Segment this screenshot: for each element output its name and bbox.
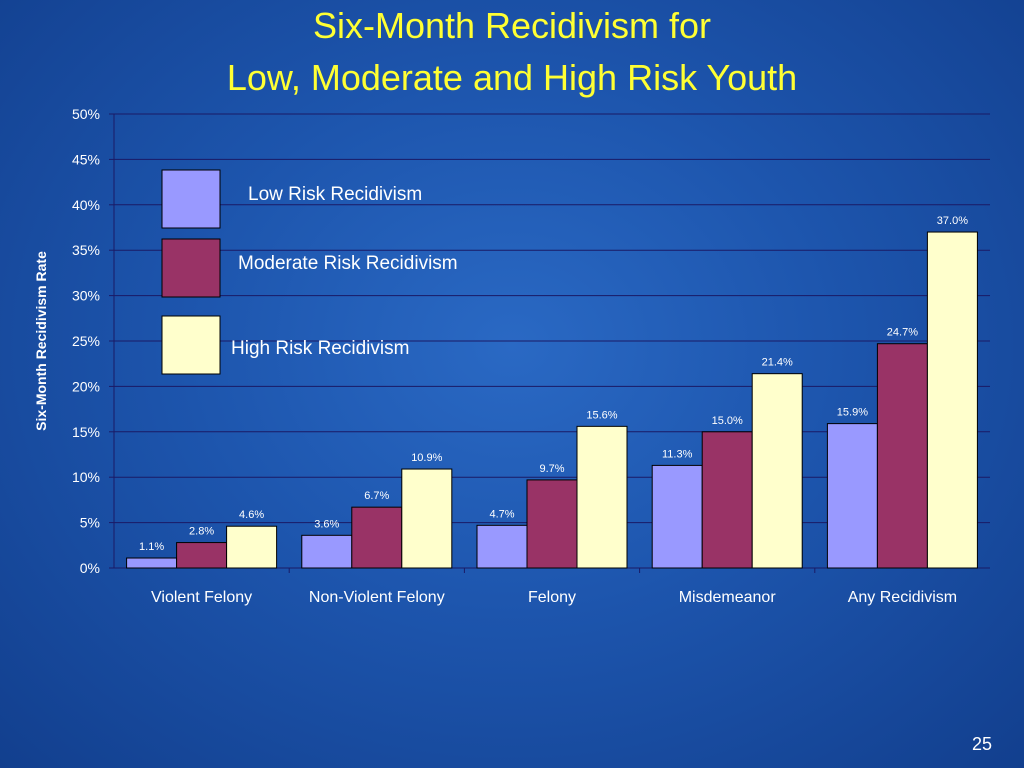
chart-title-line-1: Six-Month Recidivism for — [312, 5, 712, 46]
data-label: 15.6% — [586, 409, 617, 421]
y-tick-label: 15% — [72, 424, 100, 440]
y-tick-label: 50% — [72, 106, 100, 122]
data-label: 37.0% — [937, 215, 968, 227]
legend-swatch — [161, 315, 221, 375]
y-axis-label: Six-Month Recidivism Rate — [33, 251, 49, 431]
x-tick-label: Non-Violent Felony — [309, 589, 445, 606]
data-label: 3.6% — [314, 518, 339, 530]
y-tick-label: 25% — [72, 333, 100, 349]
bar — [476, 524, 528, 569]
y-tick-label: 40% — [72, 197, 100, 213]
bar — [576, 425, 628, 569]
data-label: 24.7% — [887, 327, 918, 339]
legend-swatch — [161, 169, 221, 229]
y-tick-label: 0% — [80, 560, 100, 576]
bar — [401, 468, 453, 569]
data-label: 21.4% — [762, 357, 793, 369]
x-tick-label: Felony — [528, 589, 576, 606]
legend-label: Moderate Risk Recidivism — [238, 253, 458, 274]
x-tick-label: Any Recidivism — [848, 589, 957, 606]
data-label: 10.9% — [411, 452, 442, 464]
data-label: 15.0% — [712, 415, 743, 427]
bar — [226, 525, 278, 569]
data-label: 4.7% — [489, 508, 514, 520]
data-label: 4.6% — [239, 509, 264, 521]
data-label: 9.7% — [539, 463, 564, 475]
bar — [926, 231, 978, 569]
page-number: 25 — [971, 734, 992, 754]
data-label: 1.1% — [139, 541, 164, 553]
bar — [176, 542, 228, 569]
bar — [301, 534, 353, 569]
y-tick-label: 20% — [72, 378, 100, 394]
bar — [351, 506, 403, 569]
legend-label: Low Risk Recidivism — [248, 184, 422, 205]
bar — [876, 343, 928, 569]
data-label: 11.3% — [662, 448, 693, 460]
bar — [826, 423, 878, 569]
data-label: 6.7% — [364, 490, 389, 502]
bar — [651, 464, 703, 569]
y-tick-label: 5% — [80, 515, 100, 531]
y-tick-label: 30% — [72, 288, 100, 304]
y-tick-label: 35% — [72, 242, 100, 258]
bar — [751, 373, 803, 569]
data-label: 2.8% — [189, 526, 214, 538]
chart-title-line-2: Low, Moderate and High Risk Youth — [226, 57, 798, 98]
bar — [126, 557, 178, 569]
bar — [701, 431, 753, 569]
bar — [526, 479, 578, 569]
x-tick-label: Misdemeanor — [679, 589, 777, 606]
y-tick-label: 10% — [72, 469, 100, 485]
data-label: 15.9% — [837, 407, 868, 419]
legend-label: High Risk Recidivism — [231, 338, 409, 359]
y-tick-label: 45% — [72, 151, 100, 167]
legend-swatch — [161, 238, 221, 298]
x-tick-label: Violent Felony — [151, 589, 252, 606]
